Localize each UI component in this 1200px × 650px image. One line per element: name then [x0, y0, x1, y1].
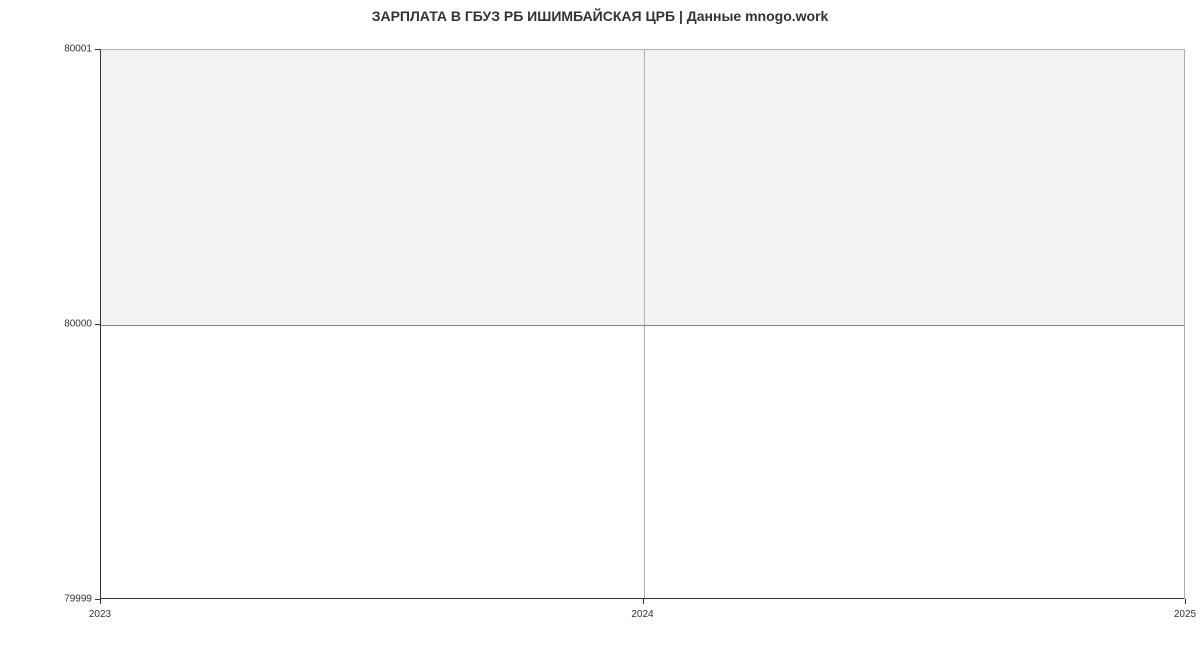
- y-tick-label: 80001: [0, 44, 92, 55]
- x-tick-mark: [643, 599, 644, 604]
- x-tick-mark: [1185, 599, 1186, 604]
- y-tick-mark: [95, 324, 100, 325]
- x-tick-label: 2025: [1174, 609, 1196, 620]
- x-gridline: [644, 50, 645, 598]
- chart-title: ЗАРПЛАТА В ГБУЗ РБ ИШИМБАЙСКАЯ ЦРБ | Дан…: [0, 8, 1200, 24]
- salary-chart: ЗАРПЛАТА В ГБУЗ РБ ИШИМБАЙСКАЯ ЦРБ | Дан…: [0, 0, 1200, 650]
- plot-upper-fill: [101, 50, 1184, 325]
- plot-area: [100, 49, 1185, 599]
- x-tick-label: 2024: [631, 609, 653, 620]
- y-tick-mark: [95, 49, 100, 50]
- y-tick-label: 79999: [0, 594, 92, 605]
- x-tick-label: 2023: [89, 609, 111, 620]
- series-line: [101, 325, 1184, 326]
- x-tick-mark: [100, 599, 101, 604]
- y-tick-label: 80000: [0, 319, 92, 330]
